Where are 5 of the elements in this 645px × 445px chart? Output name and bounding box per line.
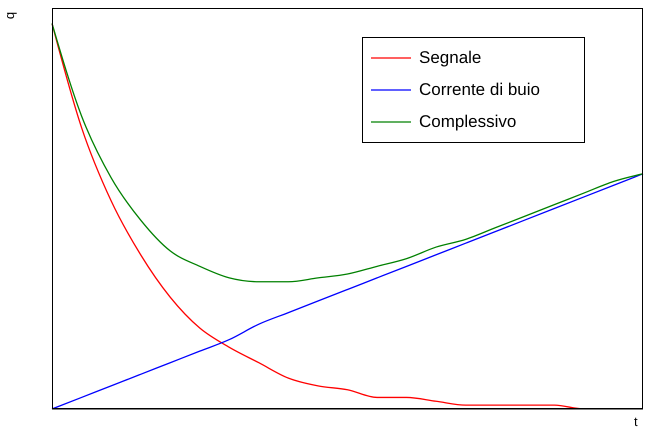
y-axis-title: q: [2, 12, 18, 20]
legend-label: Corrente di buio: [419, 80, 540, 100]
x-axis-title: t: [634, 414, 638, 429]
legend-label: Complessivo: [419, 112, 516, 132]
legend-label: Segnale: [419, 48, 482, 68]
